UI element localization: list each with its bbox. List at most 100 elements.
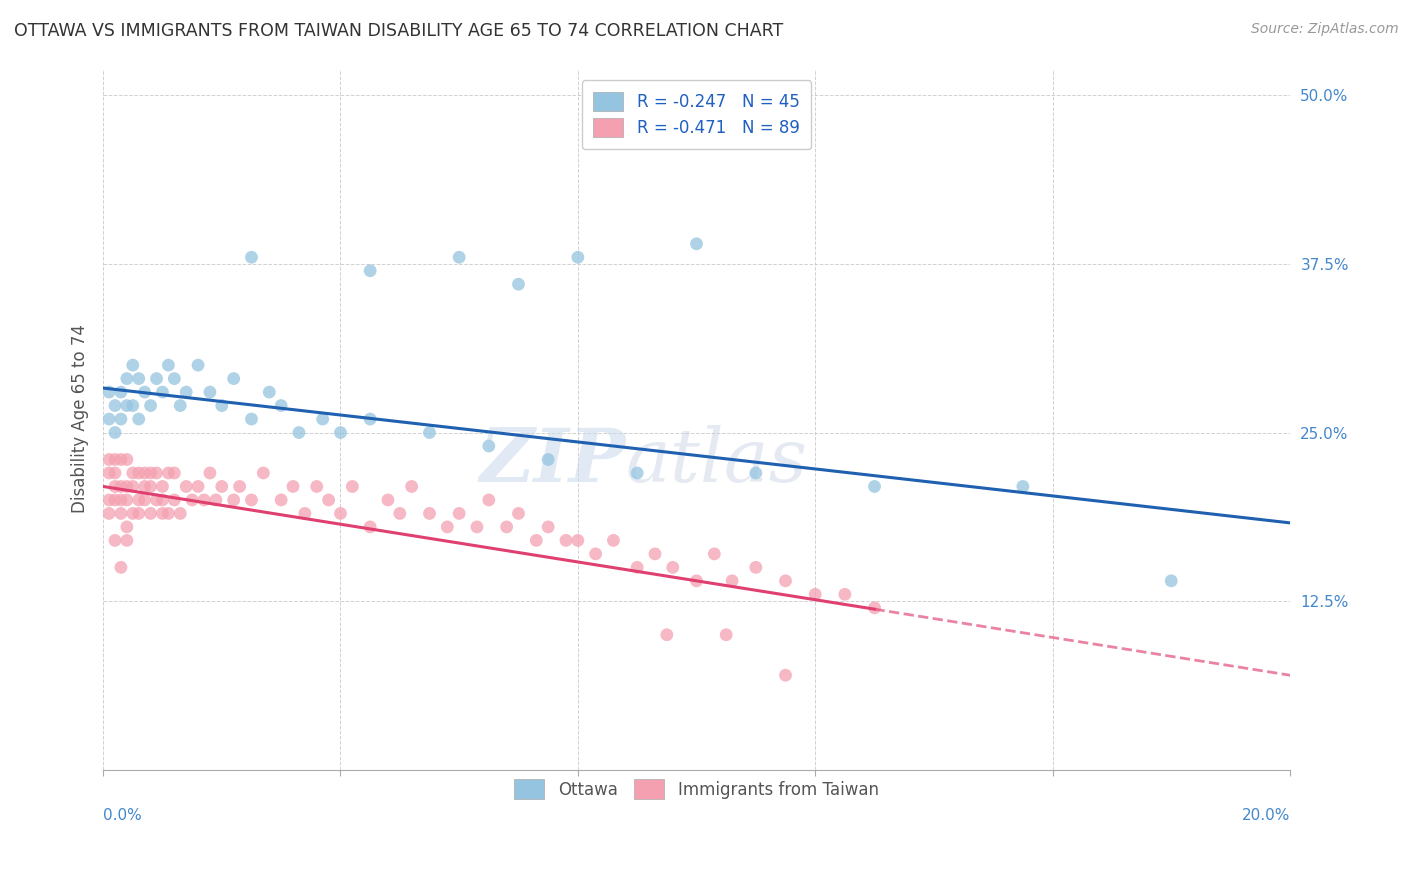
Point (163, 492, 186, 507)
Point (152, 507, 174, 521)
Point (139, 479, 162, 493)
Point (804, 587, 827, 601)
Point (104, 399, 127, 413)
Point (121, 358, 143, 372)
Point (834, 587, 856, 601)
Point (240, 492, 263, 507)
Point (685, 236, 707, 251)
Point (359, 412, 381, 426)
Point (128, 412, 150, 426)
Point (281, 479, 304, 493)
Point (388, 507, 411, 521)
Point (169, 399, 191, 413)
Point (115, 371, 138, 385)
Point (626, 560, 648, 574)
Point (377, 492, 399, 507)
Point (128, 492, 150, 507)
Point (110, 385, 132, 400)
Point (449, 507, 471, 521)
Text: Source: ZipAtlas.com: Source: ZipAtlas.com (1251, 22, 1399, 37)
Point (602, 533, 624, 548)
Point (115, 452, 138, 467)
Point (128, 371, 150, 385)
Point (152, 479, 174, 493)
Point (270, 399, 292, 413)
Point (187, 479, 209, 493)
Point (508, 507, 530, 521)
Point (163, 371, 186, 385)
Text: atlas: atlas (626, 425, 807, 498)
Point (465, 520, 488, 534)
Point (252, 466, 274, 480)
Point (134, 466, 156, 480)
Point (495, 520, 517, 534)
Point (508, 277, 530, 292)
Point (211, 399, 233, 413)
Text: OTTAWA VS IMMIGRANTS FROM TAIWAN DISABILITY AGE 65 TO 74 CORRELATION CHART: OTTAWA VS IMMIGRANTS FROM TAIWAN DISABIL… (14, 22, 783, 40)
Point (104, 479, 127, 493)
Point (449, 250, 471, 264)
Point (626, 466, 648, 480)
Point (157, 507, 180, 521)
Point (98, 452, 121, 467)
Point (198, 466, 221, 480)
Point (104, 533, 127, 548)
Point (714, 628, 737, 642)
Point (359, 520, 381, 534)
Point (436, 520, 458, 534)
Point (401, 479, 423, 493)
Point (745, 560, 768, 574)
Point (128, 466, 150, 480)
Point (181, 492, 204, 507)
Point (585, 547, 607, 561)
Point (555, 533, 578, 548)
Point (98, 385, 121, 400)
Point (270, 492, 292, 507)
Point (139, 507, 162, 521)
Point (139, 399, 162, 413)
Point (121, 479, 143, 493)
Point (115, 399, 138, 413)
Point (703, 547, 725, 561)
Y-axis label: Disability Age 65 to 74: Disability Age 65 to 74 (72, 325, 89, 514)
Point (110, 479, 132, 493)
Point (240, 250, 263, 264)
Point (205, 492, 228, 507)
Point (104, 452, 127, 467)
Point (115, 520, 138, 534)
Point (211, 479, 233, 493)
Point (104, 466, 127, 480)
Point (145, 492, 167, 507)
Point (662, 560, 685, 574)
Point (685, 574, 707, 588)
Point (259, 385, 281, 400)
Text: 0.0%: 0.0% (103, 808, 142, 823)
Point (305, 479, 328, 493)
Point (152, 492, 174, 507)
Point (644, 547, 666, 561)
Point (98, 492, 121, 507)
Point (418, 425, 440, 440)
Point (187, 358, 209, 372)
Point (478, 439, 501, 453)
Legend: Ottawa, Immigrants from Taiwan: Ottawa, Immigrants from Taiwan (503, 768, 890, 810)
Point (288, 425, 311, 440)
Point (222, 371, 245, 385)
Point (655, 628, 678, 642)
Point (134, 479, 156, 493)
Point (174, 385, 197, 400)
Point (157, 358, 180, 372)
Point (98, 412, 121, 426)
Point (174, 479, 197, 493)
Point (115, 479, 138, 493)
Point (721, 574, 744, 588)
Point (342, 479, 364, 493)
Point (98, 507, 121, 521)
Point (567, 250, 589, 264)
Point (98, 466, 121, 480)
Point (110, 507, 132, 521)
Point (359, 264, 381, 278)
Text: ZIP: ZIP (479, 425, 626, 498)
Point (745, 466, 768, 480)
Point (121, 399, 143, 413)
